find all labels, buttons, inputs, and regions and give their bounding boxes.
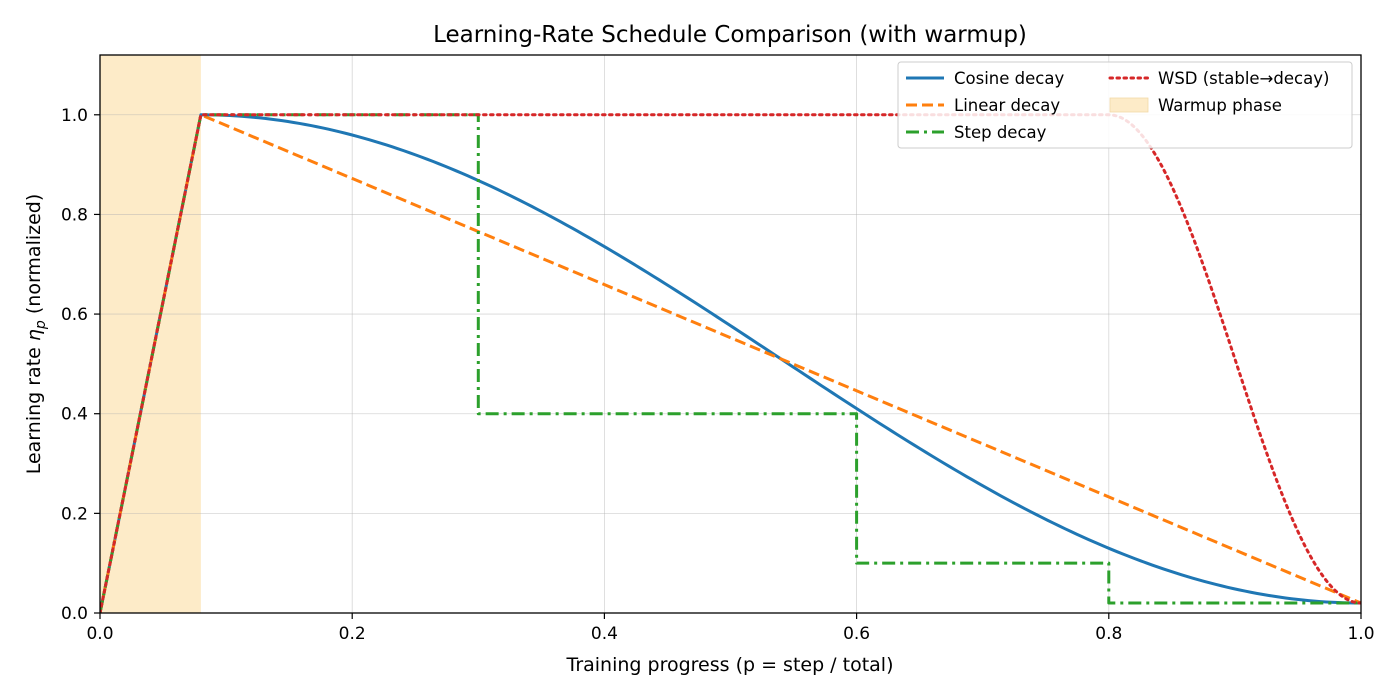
x-tick-label: 0.0 [86, 624, 113, 644]
x-tick-label: 0.2 [339, 624, 366, 644]
warmup-region [100, 55, 201, 613]
legend-swatch [1109, 97, 1149, 113]
y-axis-label-subscript: p [33, 320, 49, 330]
warmup-region-layer [100, 55, 201, 613]
x-axis-label: Training progress (p = step / total) [566, 654, 894, 676]
y-tick-label: 0.6 [61, 305, 88, 325]
x-tick-label: 0.4 [591, 624, 618, 644]
y-axis-label-prefix: Learning rate [23, 341, 45, 474]
y-axis-label-symbol: η [23, 329, 45, 341]
series-cosine-decay [100, 113, 1361, 613]
y-tick-label: 0.8 [61, 205, 88, 225]
legend-label-step-decay: Step decay [954, 123, 1047, 142]
legend-label-wsd-stable-decay: WSD (stable→decay) [1158, 69, 1329, 88]
series-wsd-stable-decay [100, 113, 1361, 613]
plot-frame [99, 54, 1362, 614]
chart-title: Learning-Rate Schedule Comparison (with … [433, 22, 1027, 48]
legend: Cosine decay Linear decay Step decay WSD (s… [897, 61, 1353, 149]
legend-label-linear-decay: Linear decay [954, 96, 1060, 115]
axis-ticks: 0.0 0.2 0.4 0.6 0.8 1.0 0.0 0.2 0.4 0.6 0.8 1.0 [61, 106, 1375, 644]
legend-label-warmup-phase: Warmup phase [1158, 96, 1282, 115]
y-tick-label: 0.2 [61, 504, 88, 524]
x-tick-label: 0.6 [843, 624, 870, 644]
y-tick-label: 1.0 [61, 106, 88, 126]
legend-label-cosine-decay: Cosine decay [954, 69, 1064, 88]
y-tick-label: 0.4 [61, 405, 88, 425]
x-tick-label: 1.0 [1347, 624, 1374, 644]
y-axis-label: Learning rate ηp (normalized) [23, 194, 49, 475]
x-tick-label: 0.8 [1095, 624, 1122, 644]
y-axis-label-suffix: (normalized) [23, 194, 45, 320]
series-lines [100, 113, 1361, 613]
y-tick-label: 0.0 [61, 604, 88, 624]
